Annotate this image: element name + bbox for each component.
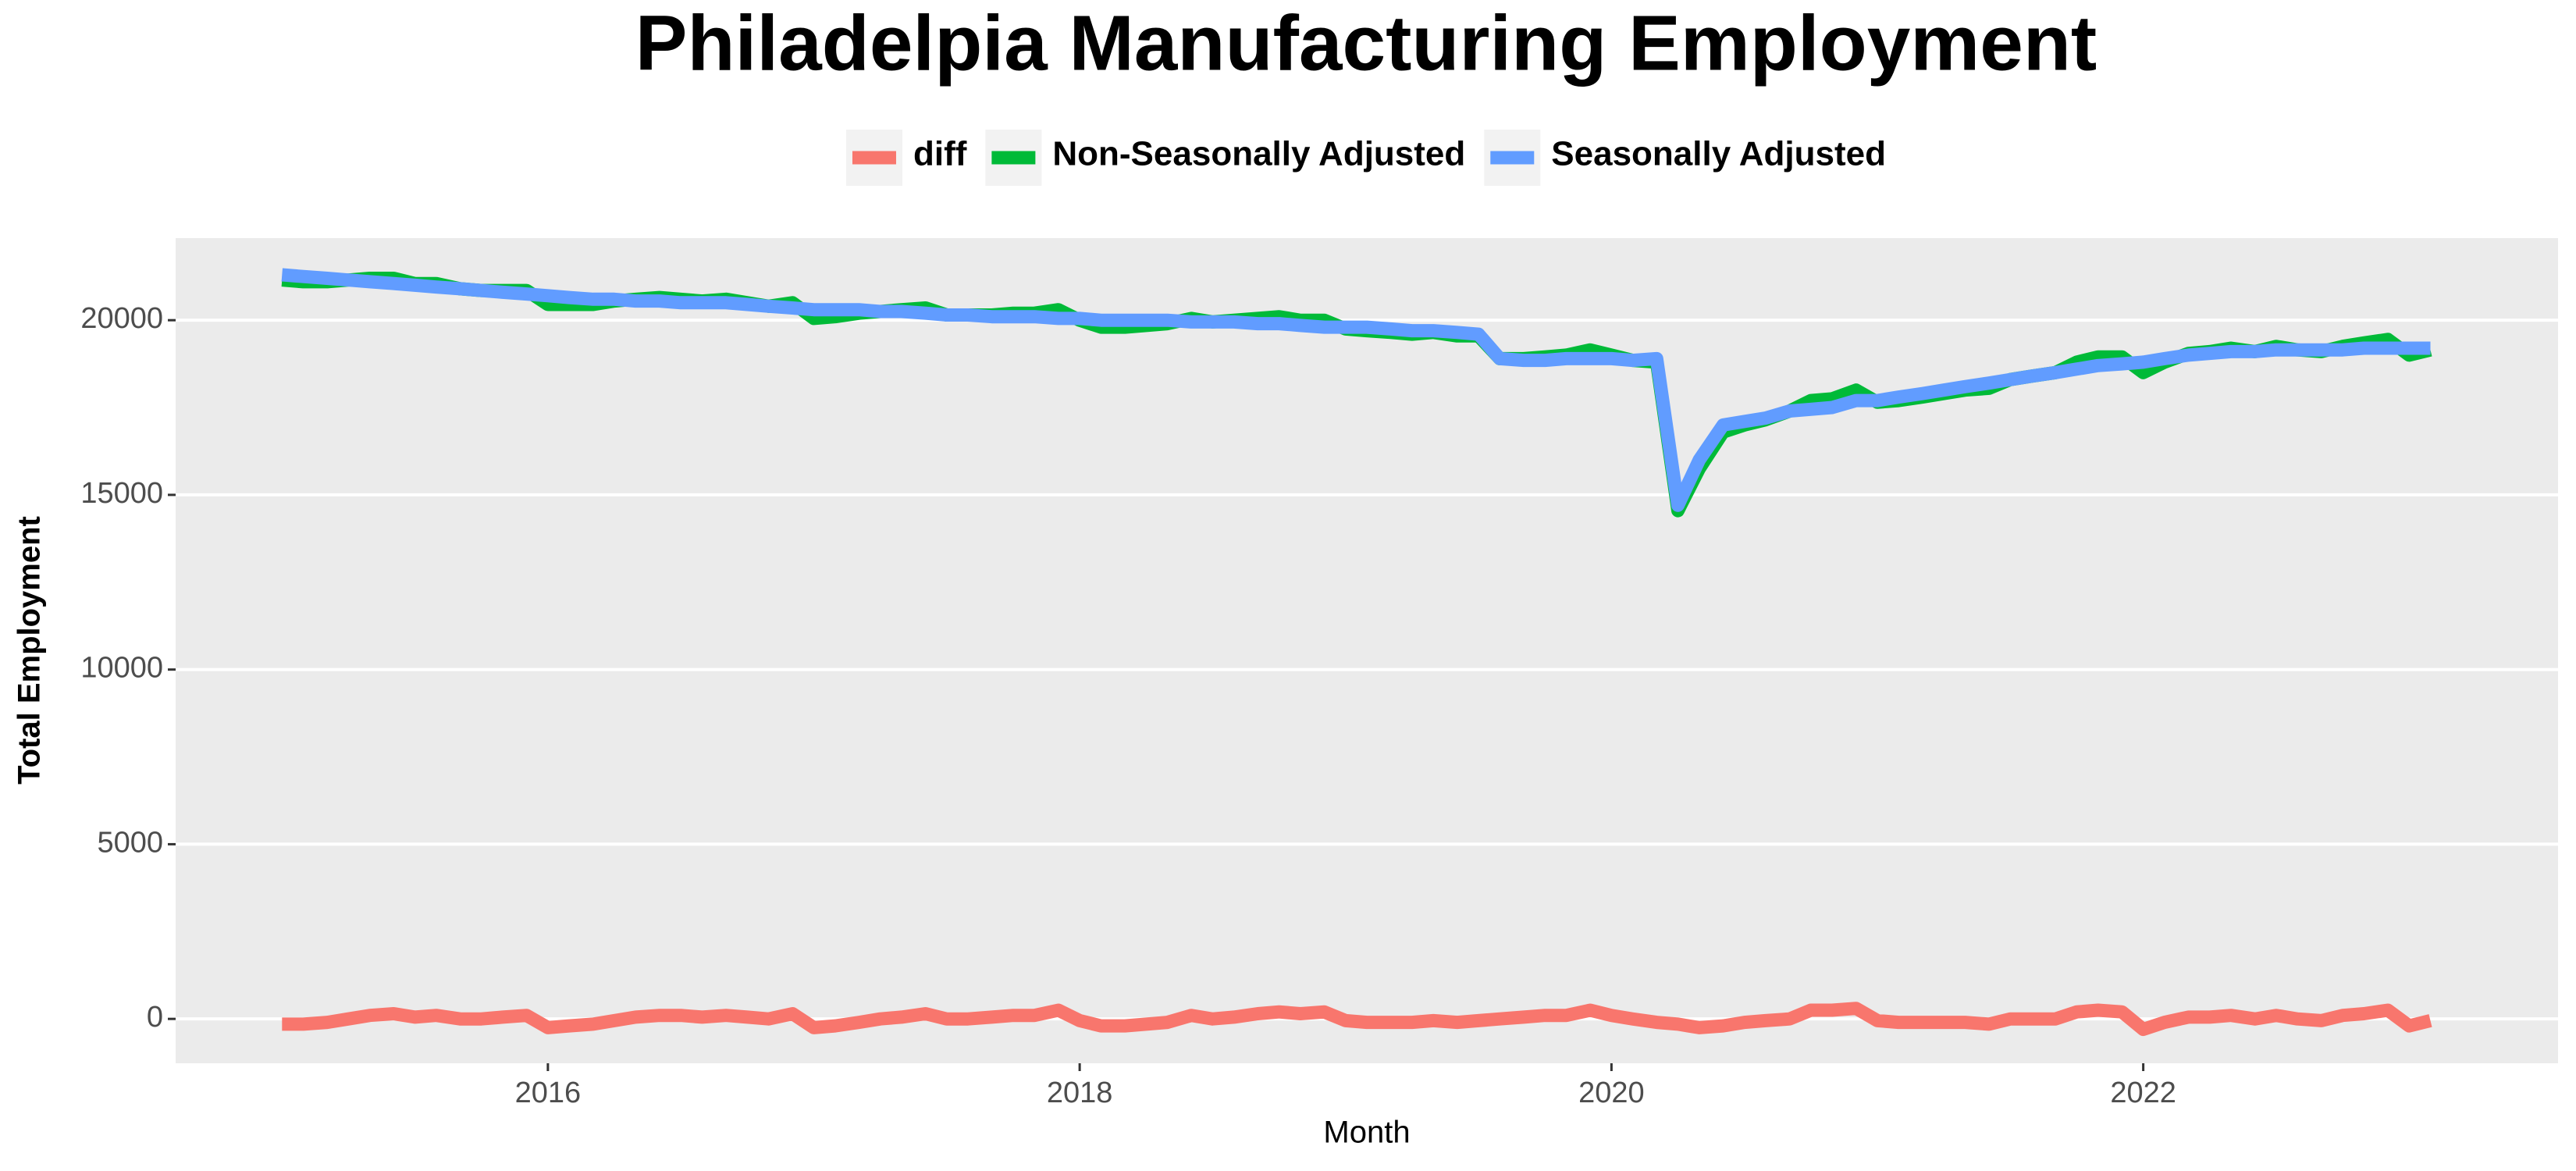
x-tick-label: 2016: [515, 1077, 582, 1109]
y-tick-label: 5000: [97, 826, 163, 859]
legend-label: diff: [913, 135, 967, 173]
legend-label: Seasonally Adjusted: [1551, 135, 1886, 173]
panel: [176, 238, 2558, 1063]
x-tick-label: 2022: [2110, 1077, 2176, 1109]
y-tick-label: 10000: [80, 652, 163, 685]
x-axis-title: Month: [1323, 1116, 1410, 1150]
legend: diff Non-Seasonally Adjusted Seasonally Ad…: [845, 130, 1886, 186]
y-tick-label: 0: [147, 1001, 163, 1034]
y-tick-label: 20000: [80, 302, 163, 335]
x-tick-label: 2020: [1578, 1077, 1645, 1109]
series-line: [281, 268, 2431, 512]
legend-label: Non-Seasonally Adjusted: [1052, 135, 1465, 173]
y-tick-label: 15000: [80, 477, 163, 510]
chart-title: Philadelpia Manufacturing Employment: [635, 0, 2097, 87]
series-line: [282, 1002, 2432, 1037]
x-tick-label: 2018: [1047, 1077, 1113, 1109]
y-axis-title: Total Employment: [12, 516, 47, 785]
